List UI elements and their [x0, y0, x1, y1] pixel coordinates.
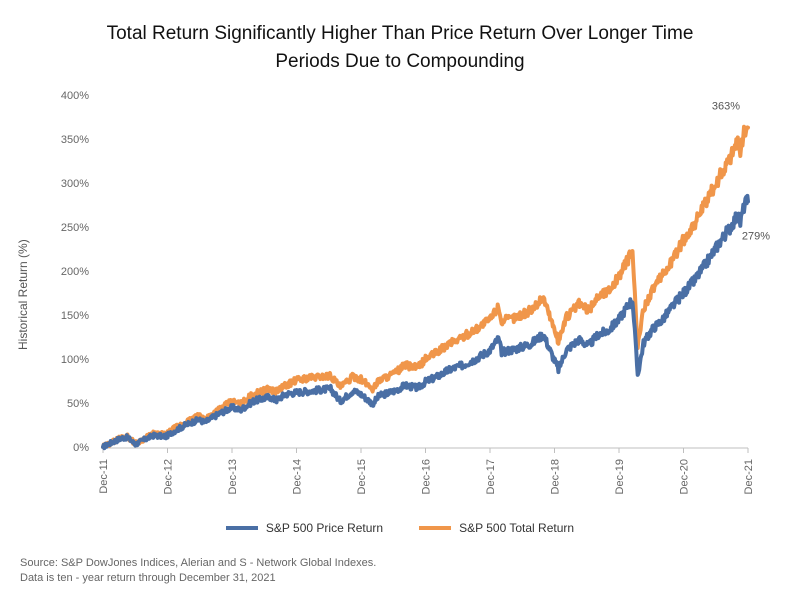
y-axis-label: Historical Return (%): [16, 239, 30, 350]
x-tick-label: Dec-11: [98, 459, 110, 494]
x-tick-label: Dec-19: [614, 459, 626, 494]
y-tick-label: 0%: [73, 442, 89, 454]
legend-item-price-return: S&P 500 Price Return: [225, 521, 384, 535]
x-tick-label: Dec-18: [550, 459, 562, 494]
series-line-price-return: [101, 193, 750, 451]
chart-title: Total Return Significantly Higher Than P…: [0, 20, 800, 76]
legend-swatch-total-return: [419, 526, 452, 530]
chart-title-line-1: Total Return Significantly Higher Than P…: [106, 23, 694, 44]
legend-item-total-return: S&P 500 Total Return: [419, 521, 574, 535]
data-label-price-return: 279%: [742, 230, 770, 242]
y-tick-label: 100%: [61, 354, 89, 366]
x-tick-label: Dec-12: [163, 459, 175, 494]
y-tick-label: 200%: [61, 266, 89, 278]
legend-swatch-price-return: [225, 526, 258, 530]
legend-label-price-return: S&P 500 Price Return: [265, 521, 384, 535]
y-tick-label: 150%: [61, 310, 89, 322]
y-tick-label: 400%: [61, 90, 89, 102]
data-label-total-return: 363%: [712, 101, 740, 113]
source-line-1: Source: S&P DowJones Indices, Alerian an…: [20, 557, 377, 569]
series-line-total-return: [101, 124, 750, 449]
y-tick-label: 350%: [61, 134, 89, 146]
x-tick-label: Dec-14: [292, 459, 304, 494]
chart-title-line-2: Periods Due to Compounding: [275, 51, 525, 72]
legend: S&P 500 Price Return S&P 500 Total Retur…: [0, 521, 800, 535]
y-tick-label: 300%: [61, 178, 89, 190]
x-tick-label: Dec-13: [227, 459, 239, 494]
y-tick-label: 50%: [67, 398, 89, 410]
legend-label-total-return: S&P 500 Total Return: [459, 521, 575, 535]
source-note: Source: S&P DowJones Indices, Alerian an…: [20, 556, 376, 586]
line-chart: 0% 50% 100% 150% 200% 250% 300% 350% 400% Dec-11 D…: [61, 90, 770, 494]
x-tick-label: Dec-17: [485, 459, 497, 494]
x-tick-label: Dec-16: [421, 459, 433, 494]
source-line-2: Data is ten - year return through Decemb…: [20, 572, 276, 584]
y-tick-label: 250%: [61, 222, 89, 234]
x-tick-label: Dec-21: [743, 459, 755, 494]
x-tick-label: Dec-15: [356, 459, 368, 494]
x-tick-label: Dec-20: [679, 459, 691, 494]
